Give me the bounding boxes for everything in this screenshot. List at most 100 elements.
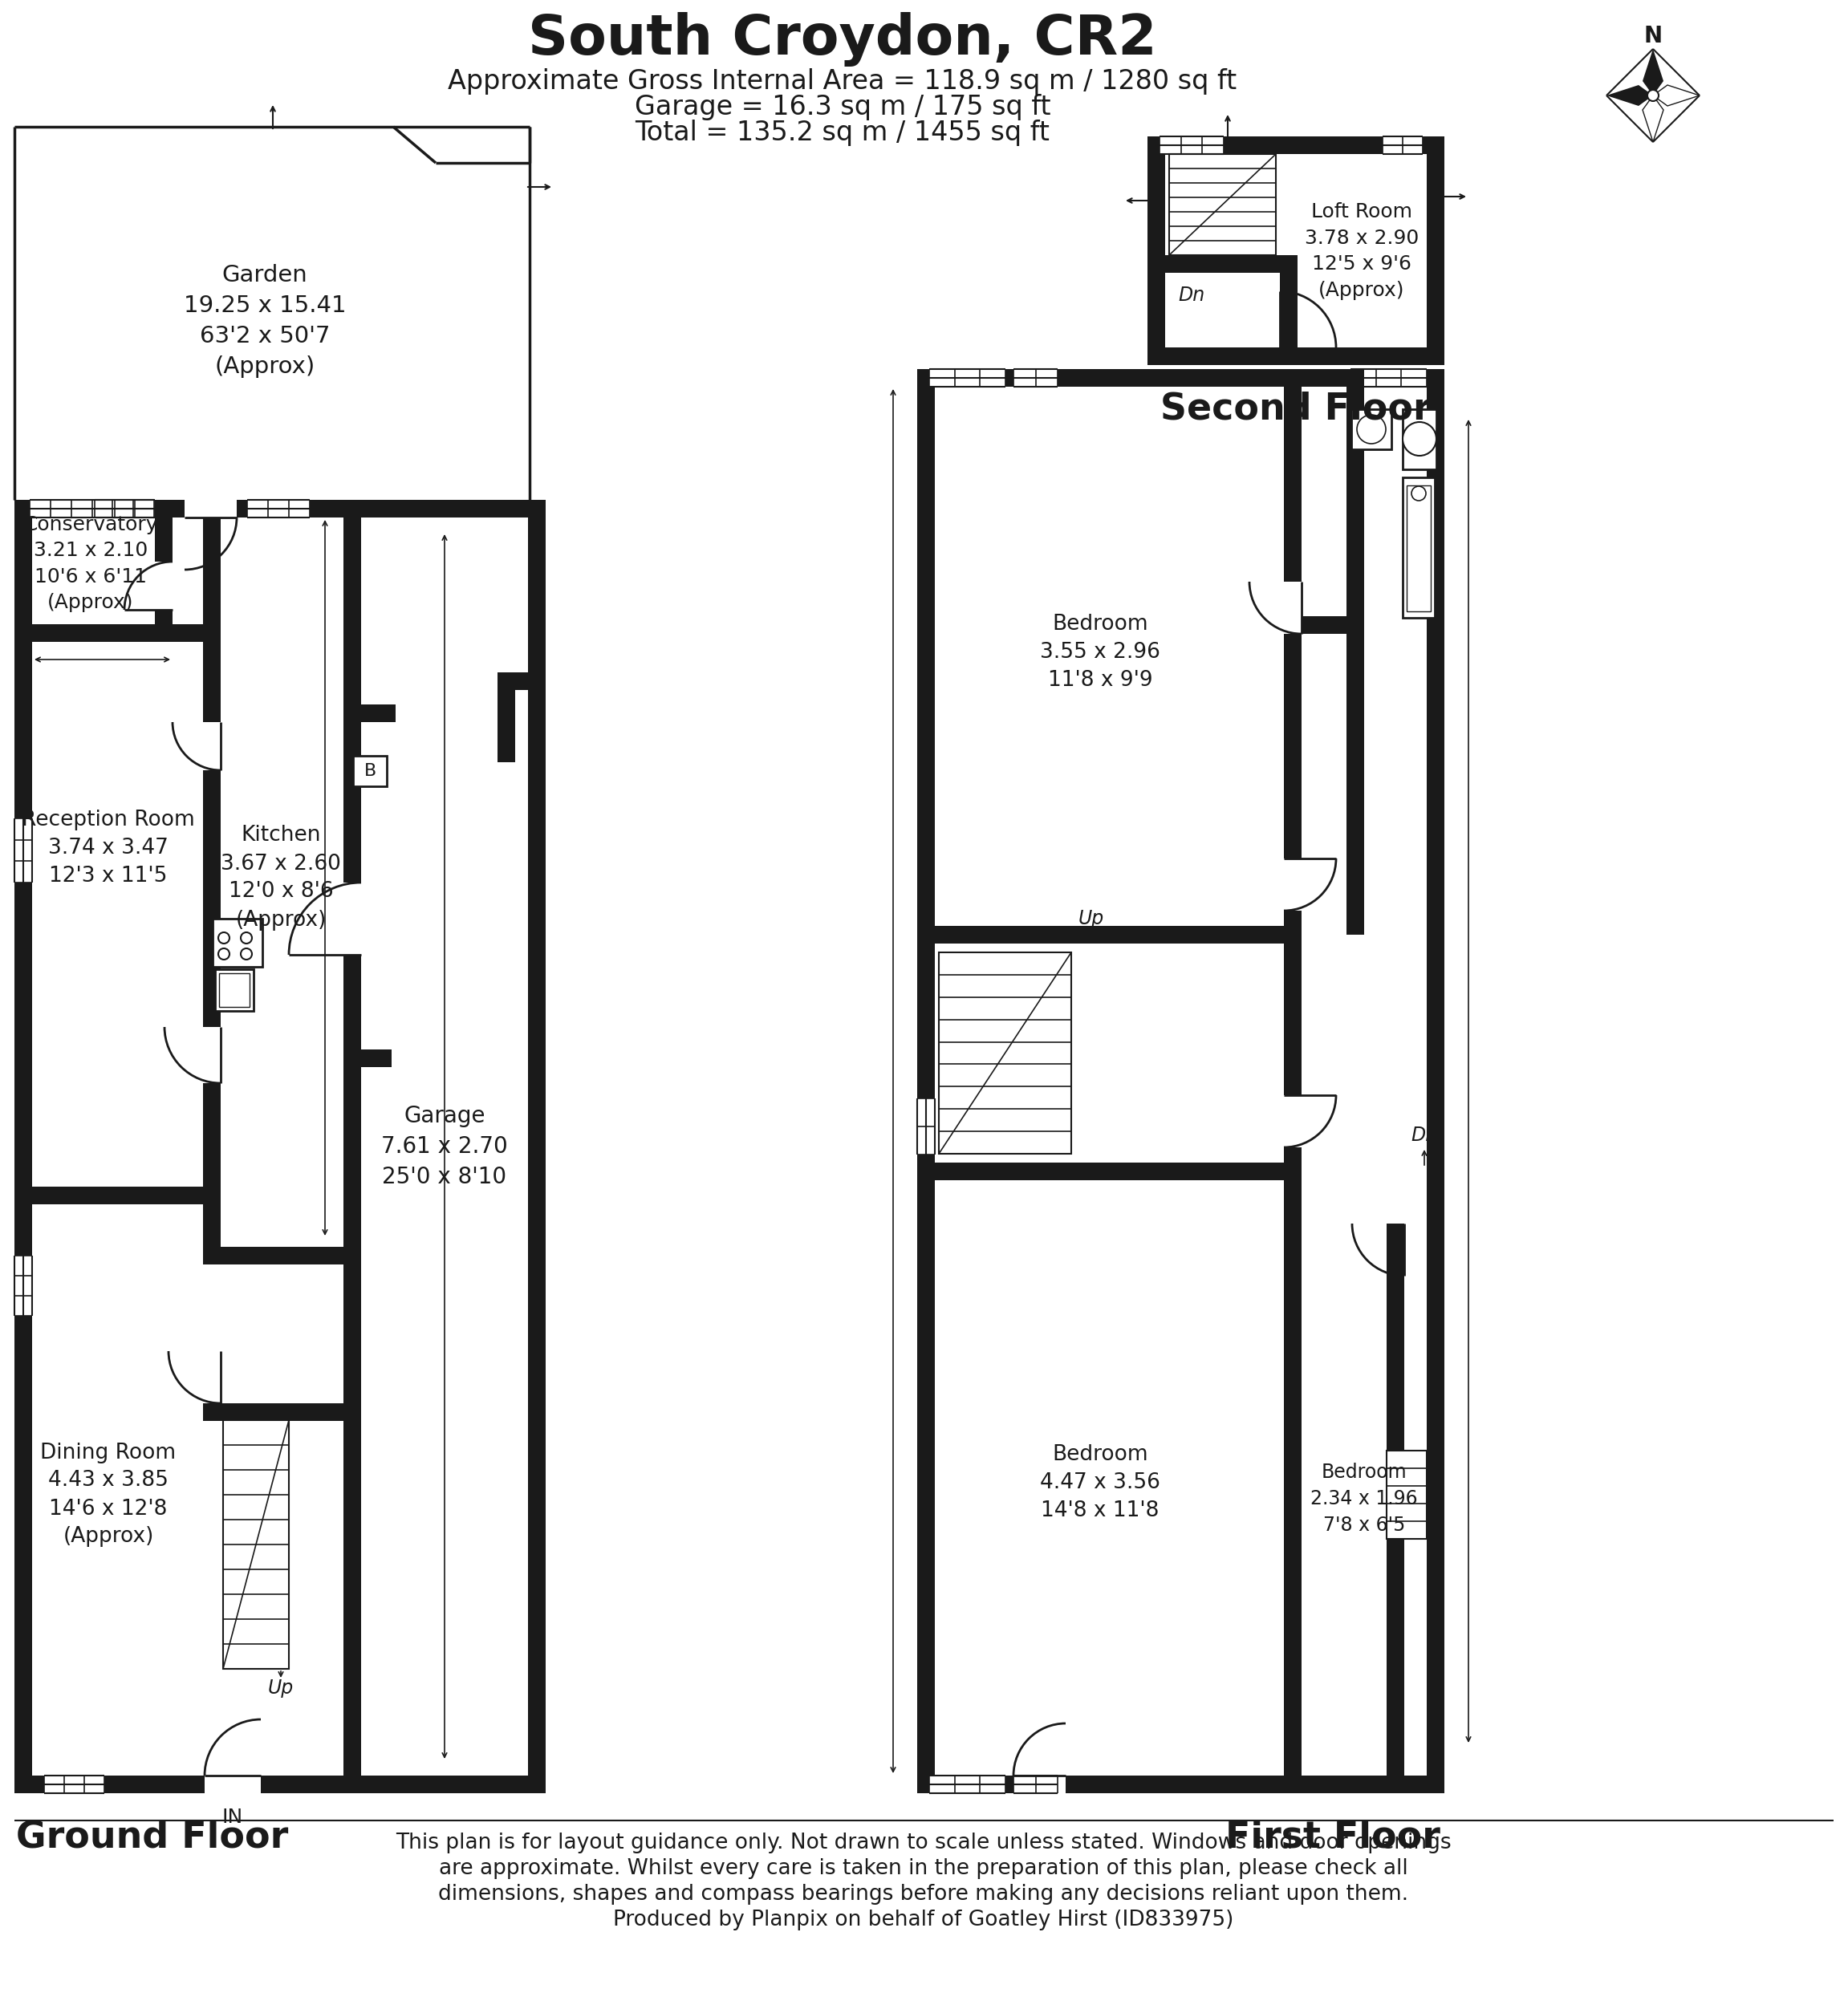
Bar — [930, 369, 1005, 387]
Polygon shape — [1643, 50, 1663, 96]
Bar — [1148, 136, 1445, 154]
Bar — [15, 499, 31, 1793]
Bar — [1403, 477, 1434, 617]
Text: Garage
7.61 x 2.70
25'0 x 8'10: Garage 7.61 x 2.70 25'0 x 8'10 — [381, 1104, 508, 1188]
Bar — [1148, 347, 1445, 365]
Bar — [15, 1775, 545, 1793]
Bar — [1351, 409, 1392, 449]
Bar — [1347, 369, 1364, 935]
Bar — [917, 1775, 1445, 1793]
Circle shape — [1356, 415, 1386, 443]
Bar — [344, 1050, 392, 1066]
Bar — [1386, 1172, 1404, 1224]
Text: Up: Up — [1079, 909, 1105, 929]
Bar — [203, 1352, 220, 1404]
Bar — [497, 683, 516, 763]
Text: First Floor: First Floor — [1225, 1819, 1440, 1855]
Circle shape — [218, 933, 229, 943]
Bar — [344, 705, 395, 723]
Bar — [1427, 369, 1445, 1793]
Circle shape — [1647, 90, 1660, 102]
Text: N: N — [1643, 24, 1663, 48]
Text: Second Floor: Second Floor — [1161, 391, 1432, 427]
Bar — [1406, 485, 1430, 611]
Bar — [529, 499, 545, 1793]
Bar — [917, 369, 1445, 387]
Bar — [1013, 1775, 1066, 1793]
Bar — [1427, 136, 1445, 365]
Bar — [1403, 409, 1436, 469]
Bar — [94, 499, 155, 517]
Bar — [353, 755, 386, 787]
Bar — [1013, 1775, 1057, 1793]
Bar — [344, 499, 360, 1793]
Bar — [15, 499, 31, 641]
Text: Total = 135.2 sq m / 1455 sq ft: Total = 135.2 sq m / 1455 sq ft — [636, 120, 1050, 146]
Bar — [1284, 369, 1301, 1793]
Text: Dn: Dn — [1179, 286, 1205, 306]
Bar — [15, 499, 545, 517]
Polygon shape — [1606, 86, 1652, 106]
Circle shape — [240, 949, 251, 961]
Text: Approximate Gross Internal Area = 118.9 sq m / 1280 sq ft: Approximate Gross Internal Area = 118.9 … — [447, 68, 1236, 94]
Bar — [248, 499, 310, 517]
Text: Dn: Dn — [1412, 1126, 1438, 1144]
Circle shape — [1403, 421, 1436, 455]
Bar — [30, 499, 153, 517]
Bar — [155, 561, 172, 609]
Bar — [15, 1256, 31, 1316]
Bar — [917, 927, 1301, 943]
Bar — [497, 673, 545, 691]
Text: Kitchen
3.67 x 2.60
12'0 x 8'6
(Approx): Kitchen 3.67 x 2.60 12'0 x 8'6 (Approx) — [220, 825, 342, 931]
Text: Bedroom
4.47 x 3.56
14'8 x 11'8: Bedroom 4.47 x 3.56 14'8 x 11'8 — [1040, 1444, 1161, 1522]
Text: This plan is for layout guidance only. Not drawn to scale unless stated. Windows: This plan is for layout guidance only. N… — [395, 1833, 1451, 1853]
Text: B: B — [364, 763, 375, 779]
Bar — [220, 973, 249, 1006]
Bar — [1148, 256, 1297, 274]
Bar — [224, 1420, 288, 1669]
Bar — [205, 1775, 261, 1793]
Bar — [1284, 859, 1301, 911]
Bar — [15, 819, 31, 883]
Bar — [203, 1404, 360, 1422]
Bar — [213, 919, 262, 967]
Text: Conservatory
3.21 x 2.10
10'6 x 6'11
(Approx): Conservatory 3.21 x 2.10 10'6 x 6'11 (Ap… — [24, 515, 157, 613]
Bar — [1284, 1094, 1301, 1148]
Bar — [1170, 154, 1275, 256]
Bar — [44, 1775, 103, 1793]
Text: dimensions, shapes and compass bearings before making any decisions reliant upon: dimensions, shapes and compass bearings … — [438, 1883, 1408, 1905]
Bar — [917, 1162, 1301, 1180]
Bar — [1159, 136, 1223, 154]
Circle shape — [218, 949, 229, 961]
Polygon shape — [1643, 96, 1663, 142]
Bar — [203, 1026, 220, 1082]
Bar — [203, 723, 220, 771]
Bar — [1148, 136, 1164, 365]
Circle shape — [1412, 485, 1427, 501]
Bar — [203, 499, 220, 1256]
Bar — [1281, 256, 1297, 365]
Text: Reception Room
3.74 x 3.47
12'3 x 11'5: Reception Room 3.74 x 3.47 12'3 x 11'5 — [22, 809, 194, 887]
Bar — [1284, 581, 1301, 633]
Bar — [155, 625, 220, 641]
Text: Garage = 16.3 sq m / 175 sq ft: Garage = 16.3 sq m / 175 sq ft — [634, 94, 1050, 120]
Text: Bedroom
3.55 x 2.96
11'8 x 9'9: Bedroom 3.55 x 2.96 11'8 x 9'9 — [1040, 613, 1161, 691]
Text: Bedroom
2.34 x 1.96
7'8 x 6'5: Bedroom 2.34 x 1.96 7'8 x 6'5 — [1310, 1464, 1417, 1534]
Bar — [939, 953, 1072, 1154]
Text: Dining Room
4.43 x 3.85
14'6 x 12'8
(Approx): Dining Room 4.43 x 3.85 14'6 x 12'8 (App… — [41, 1442, 176, 1548]
Bar — [1386, 1172, 1404, 1793]
Bar — [344, 883, 360, 955]
Text: are approximate. Whilst every care is taken in the preparation of this plan, ple: are approximate. Whilst every care is ta… — [440, 1857, 1408, 1879]
Text: IN: IN — [222, 1807, 244, 1827]
Bar — [214, 969, 253, 1010]
Bar — [1013, 369, 1057, 387]
Bar — [917, 369, 935, 1793]
Text: South Croydon, CR2: South Croydon, CR2 — [529, 12, 1157, 66]
Polygon shape — [1652, 86, 1700, 106]
Bar — [1382, 136, 1423, 154]
Text: Up: Up — [268, 1677, 294, 1697]
Bar — [1351, 369, 1427, 387]
Bar — [1386, 1450, 1427, 1540]
Bar — [930, 1775, 1005, 1793]
Bar — [185, 499, 237, 517]
